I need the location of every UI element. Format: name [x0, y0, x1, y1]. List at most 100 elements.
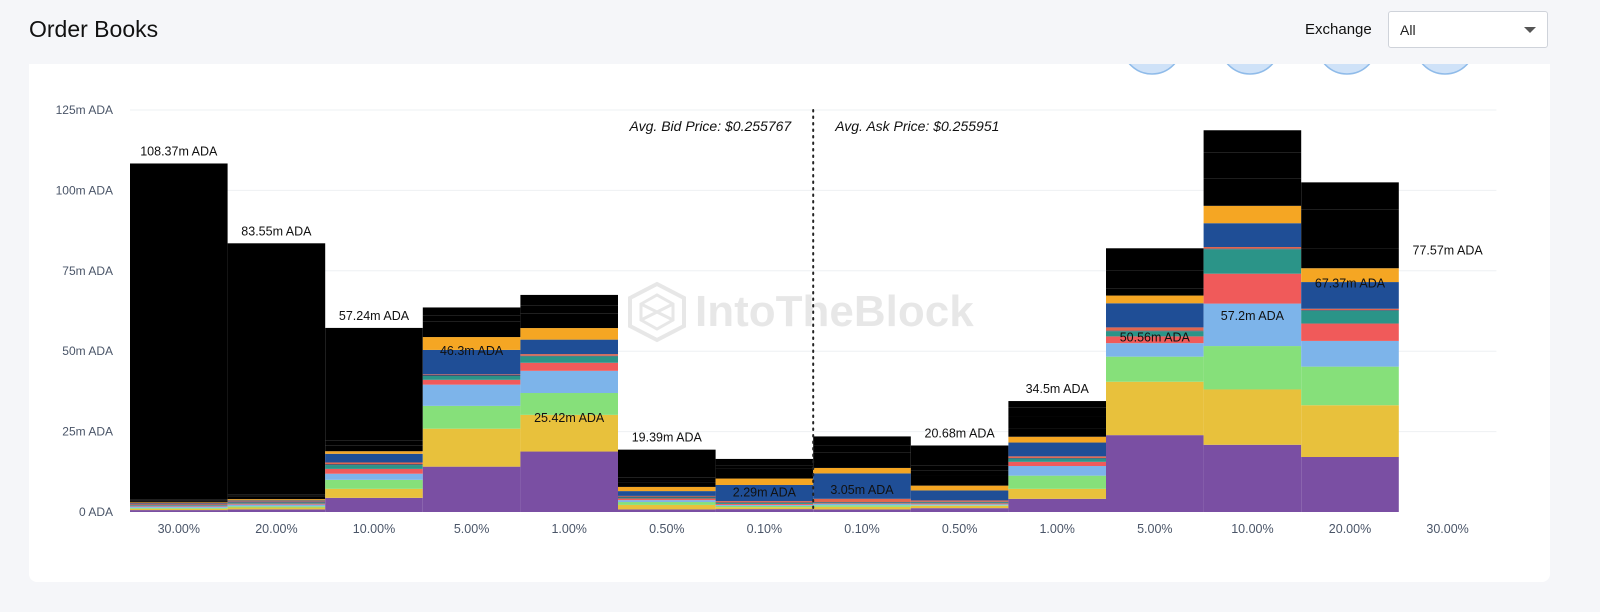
bar-segment [325, 445, 423, 452]
exchange-select[interactable]: All [1388, 11, 1548, 48]
bar-ask-13 [1301, 182, 1399, 512]
bar-segment [1106, 336, 1204, 344]
bar-segment [520, 354, 618, 356]
bar-segment [520, 294, 618, 306]
bar-segment [813, 467, 911, 474]
bar-segment [1008, 407, 1106, 417]
bar-segment [1203, 152, 1302, 179]
bar-segment [1203, 178, 1302, 206]
x-tick-label: 30.00% [158, 522, 200, 536]
order-books-card: 0 ADA 25m ADA 50m ADA 75m ADA 100m ADA 125m A… [29, 64, 1550, 582]
bar-segment [813, 498, 911, 503]
total-label: 57.24m ADA [339, 309, 410, 323]
watermark-text: IntoTheBlock [695, 287, 974, 336]
bar-segment [227, 504, 326, 507]
watermark-logo-icon [628, 281, 686, 343]
watermark-hex-inner [639, 293, 675, 331]
bar-segment [813, 503, 911, 504]
total-labels: 108.37m ADA 83.55m ADA 57.24m ADA 46.3m ADA… [140, 144, 1483, 499]
bar-segment [618, 502, 716, 505]
total-label: 46.3m ADA [440, 344, 504, 358]
bar-segment [618, 495, 716, 497]
bar-segment [618, 498, 716, 501]
bar-segment [715, 504, 814, 506]
bar-segment [1203, 444, 1302, 512]
bar-segment [325, 451, 423, 454]
avg-bid-price-label: Avg. Bid Price: $0.255767 [629, 118, 793, 134]
bar-segment [227, 502, 326, 503]
bar-segment [1008, 436, 1106, 443]
bar-segment [813, 445, 911, 453]
bar-ask-8 [813, 436, 911, 512]
bar-segment [1301, 282, 1399, 309]
bar-segment [325, 473, 423, 480]
bar-segment [1008, 442, 1106, 457]
bar-segment [715, 503, 814, 505]
bar-segment [618, 482, 716, 487]
order-book-chart: 0 ADA 25m ADA 50m ADA 75m ADA 100m ADA 125m A… [56, 64, 1497, 536]
bar-segment [325, 468, 423, 474]
total-label: 57.2m ADA [1221, 309, 1285, 323]
bar-segment [1106, 435, 1204, 512]
bar-segment [520, 339, 618, 355]
bar-segment [618, 509, 716, 512]
bar-segment [910, 503, 1009, 505]
bar-segment [715, 468, 814, 479]
bar-segment [618, 480, 716, 483]
bar-segment [130, 163, 228, 500]
bar-segment [227, 502, 326, 504]
bar-segment [1008, 401, 1106, 408]
bar-segment [1106, 288, 1204, 296]
bar-segment [130, 503, 228, 505]
bar-segment [1106, 343, 1204, 357]
bar-segment [520, 362, 618, 371]
bar-segment [910, 490, 1009, 501]
bar-segment [618, 504, 716, 510]
bar-segment [618, 497, 716, 499]
y-tick-label: 100m ADA [56, 183, 113, 197]
bar-segment [715, 501, 814, 503]
bar-segment [813, 436, 911, 446]
watermark-hex [628, 281, 686, 343]
bar-segment [130, 510, 228, 512]
bar-segment [1106, 356, 1204, 382]
bar-segment [1106, 303, 1204, 328]
x-tick-label: 30.00% [1426, 522, 1468, 536]
bar-segment [715, 458, 814, 466]
total-label: 3.05m ADA [830, 483, 894, 497]
bar-segment [325, 440, 423, 444]
bar-segment [1301, 457, 1399, 512]
header: Order Books Exchange All [0, 0, 1600, 62]
x-tick-label: 1.00% [551, 522, 586, 536]
total-label: 67.37m ADA [1315, 276, 1386, 290]
bar-segment [1203, 223, 1302, 248]
bar-segment [520, 356, 618, 363]
bar-segment [1301, 310, 1399, 311]
bar-segment [227, 499, 326, 501]
bar-segment [422, 374, 521, 376]
exchange-bubbles [1128, 64, 1469, 75]
bar-segment [325, 464, 423, 466]
bar-segment [1008, 458, 1106, 462]
bar-segment [1008, 416, 1106, 429]
bar-segment [715, 502, 814, 503]
total-label: 108.37m ADA [140, 144, 218, 158]
bar-segment [813, 502, 911, 504]
bar-segment [1301, 248, 1399, 269]
total-label: 34.5m ADA [1026, 382, 1090, 396]
y-axis: 0 ADA 25m ADA 50m ADA 75m ADA 100m ADA 125m A… [56, 103, 113, 519]
bars [130, 130, 1399, 512]
bar-segment [227, 243, 326, 495]
bar-bid-3 [325, 327, 423, 512]
bar-segment [910, 508, 1009, 512]
bar-segment [130, 507, 228, 509]
bar-segment [1301, 268, 1399, 283]
bar-segment [1203, 273, 1302, 304]
bar-ask-11 [1106, 248, 1204, 512]
bar-segment [227, 500, 326, 502]
bar-segment [520, 451, 618, 512]
bar-segment [618, 491, 716, 496]
bar-segment [520, 328, 618, 340]
bar-segment [130, 506, 228, 508]
bar-segment [520, 393, 618, 415]
